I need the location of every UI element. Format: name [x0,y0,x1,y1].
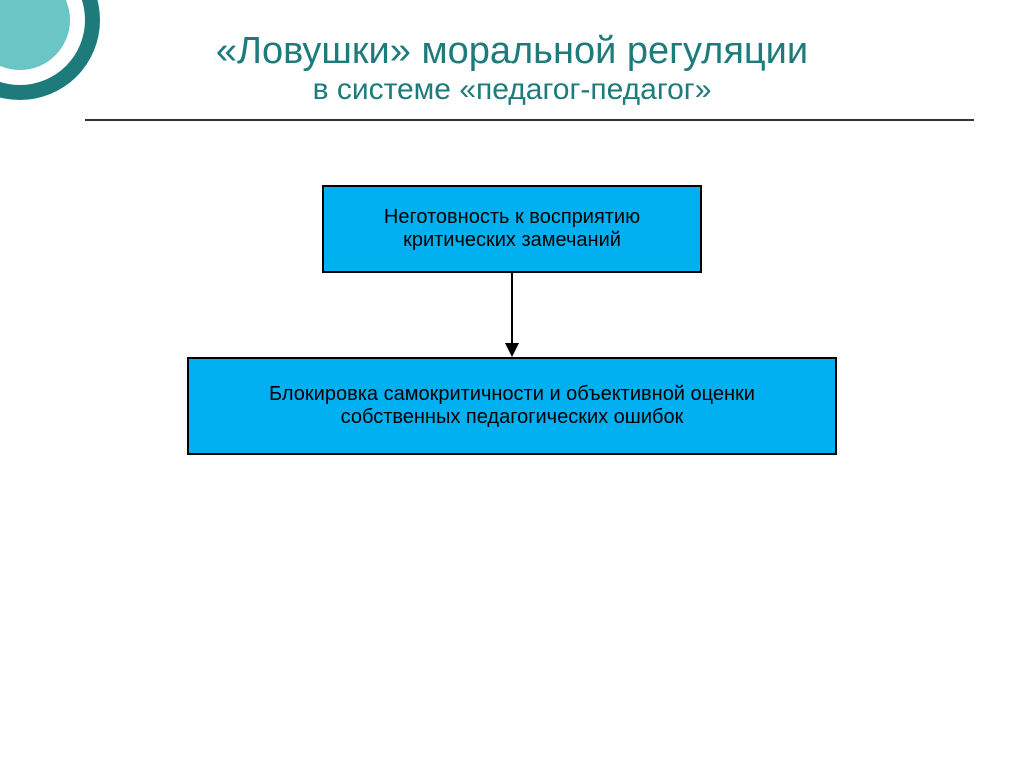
flowchart: Неготовность к восприятию критических за… [0,185,1024,455]
flowchart-arrow [505,273,519,357]
arrow-shaft [511,273,513,343]
header-underline [85,119,974,121]
slide-header: «Ловушки» моральной регуляции в системе … [0,30,1024,121]
flowchart-node-bottom: Блокировка самокритичности и объективной… [187,357,837,455]
node-top-text: Неготовность к восприятию критических за… [342,206,682,252]
slide-subtitle: в системе «педагог-педагог» [0,73,1024,107]
arrow-head-icon [505,343,519,357]
node-bottom-text: Блокировка самокритичности и объективной… [219,383,805,429]
slide-title: «Ловушки» моральной регуляции [0,30,1024,73]
flowchart-node-top: Неготовность к восприятию критических за… [322,185,702,273]
